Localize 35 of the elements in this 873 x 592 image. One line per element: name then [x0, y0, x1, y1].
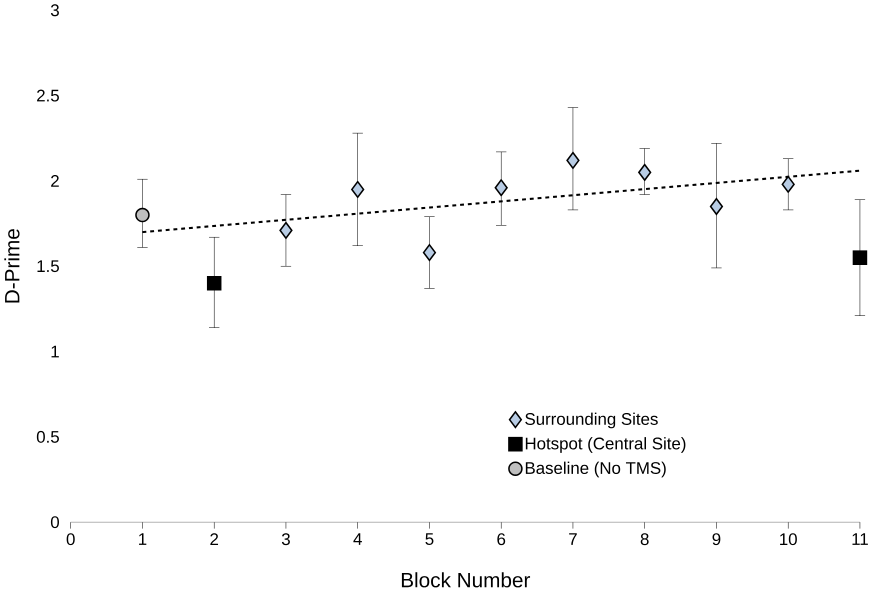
point — [279, 222, 293, 240]
legend-label: Surrounding Sites — [525, 412, 658, 428]
x-tick-label: 8 — [640, 533, 649, 546]
y-tick-label: 2.5 — [37, 90, 59, 102]
x-tick-label: 5 — [425, 533, 434, 546]
point — [638, 164, 652, 182]
x-tick-label: 1 — [139, 533, 146, 545]
point — [852, 250, 868, 266]
x-tick-label: 4 — [353, 533, 362, 545]
point — [710, 198, 724, 216]
x-tick-label: 2 — [210, 533, 218, 546]
point — [351, 181, 364, 198]
y-tick-label: 0.5 — [36, 431, 59, 443]
point — [494, 179, 508, 196]
y-tick-label: 0 — [50, 516, 59, 528]
y-tick-label: 1.5 — [38, 260, 59, 272]
point — [135, 208, 150, 222]
x-tick-label: 10 — [780, 533, 797, 546]
x-tick-label: 11 — [852, 533, 868, 545]
legend-label: Hotspot (Central Site) — [526, 437, 686, 453]
point — [206, 276, 222, 291]
y-tick-label: 2 — [51, 175, 59, 187]
x-tick-label: 9 — [712, 533, 720, 546]
legend-label: Baseline (No TMS) — [526, 462, 666, 478]
x-tick-label: 7 — [569, 533, 577, 545]
x-tick-label: 6 — [497, 533, 506, 546]
x-axis-title: Block Number — [402, 572, 530, 588]
x-tick-label: 3 — [282, 533, 290, 546]
x-tick-label: 0 — [66, 533, 75, 546]
y-tick-label: 3 — [50, 4, 59, 16]
point — [782, 176, 795, 193]
point — [422, 244, 436, 262]
point — [566, 152, 580, 170]
y-tick-label: 1 — [52, 346, 59, 358]
y-axis-title: D-Prime — [4, 229, 20, 303]
